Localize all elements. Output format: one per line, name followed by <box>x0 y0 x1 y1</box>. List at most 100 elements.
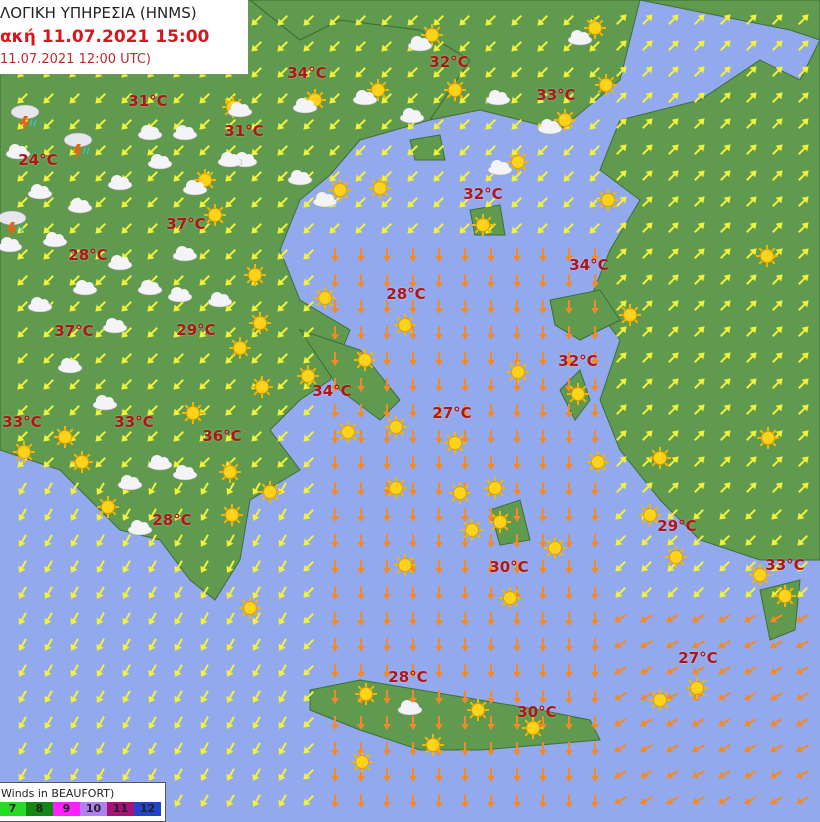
wind-arrow <box>251 223 262 234</box>
wind-arrow <box>798 66 809 77</box>
wind-arrow <box>744 692 757 701</box>
wind-arrow <box>616 66 627 77</box>
wind-arrow <box>95 249 106 260</box>
wind-arrow <box>252 794 261 807</box>
wind-arrow <box>303 769 314 780</box>
wind-arrow <box>331 586 339 600</box>
wind-arrow <box>719 535 730 546</box>
cloud-icon <box>399 108 425 124</box>
temperature-label: 27°C <box>678 649 718 667</box>
wind-arrow <box>121 223 132 234</box>
wind-arrow <box>744 718 757 727</box>
wind-arrow <box>331 534 339 548</box>
wind-arrow <box>720 144 731 155</box>
wind-arrow <box>798 300 809 311</box>
wind-arrow <box>565 560 573 574</box>
wind-arrow <box>70 690 79 703</box>
wind-arrow <box>565 248 573 262</box>
wind-arrow <box>772 248 783 259</box>
wind-arrow <box>798 352 809 363</box>
temperature-label: 28°C <box>388 668 428 686</box>
wind-arrow <box>409 534 417 548</box>
sun-icon <box>484 477 506 499</box>
wind-arrow <box>485 197 496 208</box>
wind-arrow <box>642 66 653 77</box>
wind-arrow <box>435 482 443 496</box>
wind-arrow <box>18 560 27 573</box>
wind-arrow <box>174 560 183 573</box>
temperature-label: 33°C <box>2 413 42 431</box>
sun-icon <box>337 421 359 443</box>
wind-arrow <box>331 404 339 418</box>
sun-icon <box>522 717 544 739</box>
wind-arrow <box>692 640 705 649</box>
cloud-icon <box>147 455 173 471</box>
wind-arrow <box>565 586 573 600</box>
wind-arrow <box>407 223 418 234</box>
wind-arrow <box>303 223 314 234</box>
wind-arrow <box>303 535 314 546</box>
wind-arrow <box>796 614 809 623</box>
wind-arrow <box>148 742 157 755</box>
wind-arrow <box>252 690 261 703</box>
legend-title: Winds in BEAUFORT) <box>1 787 115 800</box>
wind-arrow <box>513 690 521 704</box>
sun-icon <box>749 564 771 586</box>
cloud-icon <box>137 125 163 141</box>
wind-arrow <box>694 430 705 441</box>
sun-icon <box>394 554 416 576</box>
wind-arrow <box>173 353 184 364</box>
wind-arrow <box>666 692 679 701</box>
wind-arrow <box>461 716 469 730</box>
wind-arrow <box>797 561 808 572</box>
wind-arrow <box>539 560 547 574</box>
wind-arrow <box>718 692 731 701</box>
wind-arrow <box>357 378 365 392</box>
wind-arrow <box>461 768 469 782</box>
cloud-icon <box>92 395 118 411</box>
wind-arrow <box>796 666 809 675</box>
wind-arrow <box>200 560 209 573</box>
wind-arrow <box>331 248 339 262</box>
wind-arrow <box>355 41 366 52</box>
wind-arrow <box>720 66 731 77</box>
wind-arrow <box>303 483 314 494</box>
wind-arrow <box>383 716 391 730</box>
wind-arrow <box>383 638 391 652</box>
wind-arrow <box>355 67 366 78</box>
wind-arrow <box>746 92 757 103</box>
wind-arrow <box>539 794 547 808</box>
wind-arrow <box>796 718 809 727</box>
wind-arrow <box>148 638 157 651</box>
wind-arrow <box>17 275 28 286</box>
wind-arrow <box>303 145 314 156</box>
wind-arrow <box>771 509 782 520</box>
wind-arrow <box>718 796 731 805</box>
wind-arrow <box>435 794 443 808</box>
temperature-label: 31°C <box>224 122 264 140</box>
sun-icon <box>394 314 416 336</box>
wind-arrow <box>640 744 653 753</box>
wind-arrow <box>641 561 652 572</box>
weather-icons <box>0 17 796 773</box>
wind-arrow <box>122 534 131 547</box>
sun-icon <box>204 204 226 226</box>
wind-arrow <box>459 223 470 234</box>
wind-arrow <box>694 352 705 363</box>
wind-arrow <box>614 640 627 649</box>
wind-arrow <box>694 144 705 155</box>
wind-arrow <box>277 15 288 26</box>
wind-arrow <box>718 666 731 675</box>
wind-arrow <box>18 768 27 781</box>
cloud-icon <box>292 98 318 114</box>
wind-arrow <box>303 301 314 312</box>
wind-arrow <box>44 508 53 521</box>
wind-arrow <box>539 430 547 444</box>
sun-icon <box>467 699 489 721</box>
wind-arrow <box>539 482 547 496</box>
wind-arrow <box>277 327 288 338</box>
wind-arrow <box>17 327 28 338</box>
wind-arrow <box>772 300 783 311</box>
sun-icon <box>489 511 511 533</box>
wind-arrow <box>770 770 783 779</box>
